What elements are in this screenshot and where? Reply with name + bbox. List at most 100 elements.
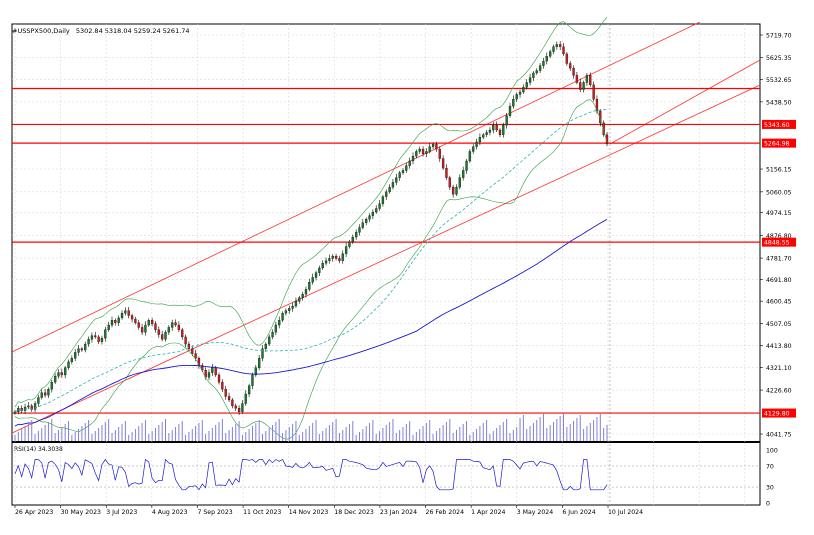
price-tick-label: 5532.65 (766, 77, 792, 84)
candle-body (579, 82, 582, 90)
candle-body (120, 312, 124, 319)
candle-body (234, 405, 237, 409)
candle-body (207, 372, 211, 378)
candle-body (17, 408, 20, 412)
candle-body (528, 77, 532, 83)
price-tick-label: 4781.70 (766, 256, 792, 263)
candle-body (298, 297, 301, 302)
candle-body (264, 343, 267, 349)
candle-body (217, 374, 221, 383)
candle-body (294, 301, 298, 307)
candle-body (522, 87, 525, 93)
candle-body (258, 358, 261, 368)
candle-body (191, 348, 194, 354)
candle-body (572, 68, 575, 76)
rsi-tick-label: 0 (766, 501, 770, 508)
candle-body (569, 63, 572, 69)
candle-body (462, 170, 465, 178)
candle-body (301, 293, 304, 298)
candle-body (30, 405, 33, 410)
candle-body (57, 372, 60, 377)
candle-body (144, 324, 147, 333)
candle-body (237, 408, 241, 412)
time-tick-label: 26 Feb 2024 (426, 509, 465, 516)
candle-body (405, 165, 408, 171)
candle-body (70, 358, 74, 363)
candle-body (67, 361, 70, 368)
candle-body (110, 320, 114, 326)
time-tick-label: 14 Nov 2023 (289, 509, 329, 516)
candle-body (441, 158, 445, 169)
candle-body (231, 399, 234, 407)
candle-body (391, 182, 395, 188)
bollinger-lower-band (14, 99, 608, 440)
candle-body (582, 82, 585, 90)
candle-body (538, 65, 542, 71)
candle-body (395, 177, 398, 183)
candle-body (341, 253, 344, 261)
candle-body (74, 352, 77, 359)
time-tick-label: 1 Apr 2024 (471, 509, 505, 516)
time-tick-label: 7 Sep 2023 (197, 509, 232, 516)
candle-body (318, 267, 321, 273)
candle-body (431, 144, 435, 147)
rsi-tick-label: 100 (766, 448, 778, 455)
candle-body (311, 277, 314, 283)
candle-body (214, 367, 217, 376)
candle-body (559, 44, 562, 47)
candle-body (532, 72, 535, 78)
time-tick-label: 3 Jul 2023 (106, 509, 137, 516)
candle-body (134, 318, 137, 323)
price-tick-label: 4691.80 (766, 277, 792, 284)
candle-body (251, 374, 254, 386)
price-tick-label: 4413.80 (766, 343, 792, 350)
candle-body (548, 51, 552, 57)
price-tick-label: 5438.50 (766, 99, 792, 106)
candle-body (80, 348, 84, 351)
candle-body (451, 186, 455, 195)
price-tick-label: 5343.60 (764, 122, 790, 129)
candle-body (388, 186, 391, 193)
candle-body (254, 367, 257, 376)
candle-body (281, 312, 284, 321)
candle-body (291, 305, 294, 309)
chart-frame (11, 23, 761, 506)
candle-body (445, 167, 448, 178)
candle-body (314, 272, 318, 278)
candle-body (378, 203, 381, 209)
time-tick-label: 30 May 2023 (61, 509, 101, 516)
candle-body (418, 148, 421, 152)
candle-body (602, 122, 605, 135)
rsi-tick-label: 70 (766, 463, 774, 470)
candle-body (498, 129, 502, 135)
price-tick-label: 4974.15 (766, 210, 792, 217)
candle-body (87, 339, 90, 345)
candle-body (324, 260, 328, 264)
candle-body (278, 320, 281, 326)
price-tick-label: 5719.70 (766, 33, 792, 40)
candle-body (595, 98, 599, 112)
candle-body (127, 310, 130, 316)
candle-body (371, 211, 375, 216)
price-tick-label: 5625.35 (766, 55, 792, 62)
candle-body (488, 129, 492, 133)
candle-body (448, 177, 451, 188)
volume-histogram (14, 413, 608, 441)
candle-body (288, 308, 291, 311)
candle-body (478, 137, 482, 143)
price-tick-label: 4041.75 (766, 432, 792, 439)
time-axis: 26 Apr 2023 30 May 2023 3 Jul 2023 4 Aug 20… (14, 505, 643, 516)
time-tick-label: 10 Jul 2024 (608, 509, 643, 516)
candle-body (421, 148, 425, 154)
candle-body (84, 343, 87, 351)
candle-body (130, 315, 134, 320)
candle-body (351, 236, 354, 242)
price-tick-label: 4226.60 (766, 388, 792, 395)
candle-body (147, 320, 150, 326)
candle-body (171, 322, 174, 328)
candle-body (562, 46, 565, 55)
candle-body (33, 403, 37, 410)
rsi-tick-label: 30 (766, 485, 774, 492)
